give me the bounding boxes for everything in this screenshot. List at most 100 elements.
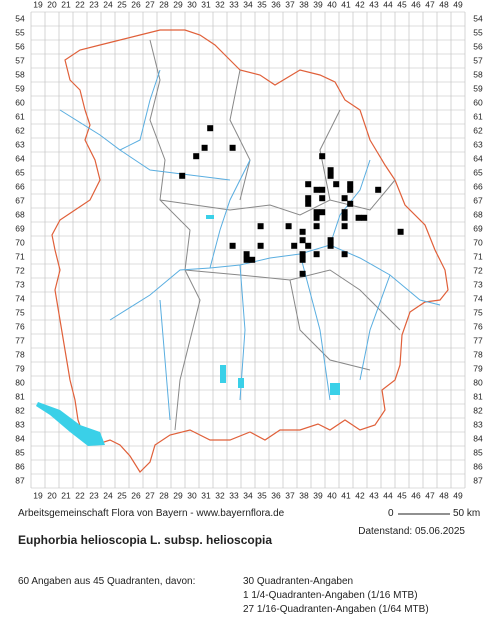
- scale-start: 0: [388, 508, 394, 519]
- x-label: 41: [341, 490, 351, 500]
- occurrence: [299, 228, 306, 235]
- x-label: 38: [299, 0, 309, 9]
- occurrence: [375, 186, 382, 193]
- y-label: 57: [15, 55, 25, 65]
- districts: [149, 39, 401, 431]
- occurrence: [327, 172, 334, 179]
- y-label: 82: [15, 405, 25, 415]
- x-label: 31: [201, 490, 211, 500]
- y-label: 65: [473, 167, 483, 177]
- y-label: 69: [473, 223, 483, 233]
- occurrence: [291, 242, 298, 249]
- x-label: 32: [215, 0, 225, 9]
- y-label: 73: [473, 279, 483, 289]
- x-label: 39: [313, 490, 323, 500]
- occurrence: [243, 251, 250, 258]
- occurrence: [249, 256, 256, 263]
- x-label: 48: [439, 490, 449, 500]
- y-label: 80: [473, 377, 483, 387]
- y-label: 63: [473, 139, 483, 149]
- x-label: 45: [397, 490, 407, 500]
- occurrence: [257, 242, 264, 249]
- y-label: 69: [15, 223, 25, 233]
- y-label: 59: [15, 83, 25, 93]
- y-label: 78: [15, 349, 25, 359]
- occurrence: [299, 237, 306, 244]
- y-label: 71: [473, 251, 483, 261]
- x-label: 34: [243, 490, 253, 500]
- grid: 19 19 20 20 21 21 22 22 23 23 24 24 25 25 26 26 27 27 28 28…: [15, 0, 483, 500]
- x-label: 29: [173, 490, 183, 500]
- occurrence: [257, 223, 264, 230]
- occurrence: [179, 172, 186, 179]
- occurrence: [243, 256, 250, 263]
- x-label: 30: [187, 0, 197, 9]
- y-label: 72: [15, 265, 25, 275]
- occurrence: [201, 144, 208, 151]
- occurrence: [341, 214, 348, 221]
- x-label: 47: [425, 490, 435, 500]
- y-label: 79: [473, 363, 483, 373]
- x-label: 43: [369, 490, 379, 500]
- y-label: 60: [473, 97, 483, 107]
- x-label: 46: [411, 0, 421, 9]
- y-label: 85: [15, 447, 25, 457]
- occurrence: [313, 251, 320, 258]
- occurrence: [313, 186, 320, 193]
- x-label: 39: [313, 0, 323, 9]
- y-label: 70: [473, 237, 483, 247]
- occurrence: [341, 223, 348, 230]
- x-label: 40: [327, 490, 337, 500]
- x-label: 35: [257, 0, 267, 9]
- y-label: 66: [15, 181, 25, 191]
- occurrence: [285, 223, 292, 230]
- x-label: 26: [131, 0, 141, 9]
- x-label: 44: [383, 490, 393, 500]
- x-label: 23: [89, 490, 99, 500]
- y-label: 70: [15, 237, 25, 247]
- date: Datenstand: 05.06.2025: [358, 526, 465, 537]
- occurrence: [313, 223, 320, 230]
- occurrence: [319, 153, 326, 160]
- x-label: 36: [271, 490, 281, 500]
- x-label: 21: [61, 0, 71, 9]
- x-label: 49: [453, 0, 463, 9]
- y-label: 56: [15, 41, 25, 51]
- occurrence: [327, 167, 334, 174]
- x-label: 33: [229, 490, 239, 500]
- credit: Arbeitsgemeinschaft Flora von Bayern - w…: [18, 508, 285, 519]
- x-label: 42: [355, 490, 365, 500]
- stats-line: 27 1/16-Quadranten-Angaben (1/64 MTB): [243, 604, 429, 615]
- x-label: 38: [299, 490, 309, 500]
- y-label: 64: [473, 153, 483, 163]
- occurrence: [397, 228, 404, 235]
- y-label: 62: [473, 125, 483, 135]
- occurrence: [299, 270, 306, 277]
- y-label: 81: [473, 391, 483, 401]
- y-label: 55: [15, 27, 25, 37]
- y-label: 83: [15, 419, 25, 429]
- y-label: 71: [15, 251, 25, 261]
- occurrence: [327, 237, 334, 244]
- occurrence: [341, 209, 348, 216]
- occurrence: [305, 242, 312, 249]
- y-label: 80: [15, 377, 25, 387]
- y-label: 84: [15, 433, 25, 443]
- lakes: [36, 215, 340, 446]
- occurrence: [319, 209, 326, 216]
- y-label: 77: [473, 335, 483, 345]
- x-label: 25: [117, 0, 127, 9]
- y-label: 74: [15, 293, 25, 303]
- y-label: 54: [15, 13, 25, 23]
- x-label: 31: [201, 0, 211, 9]
- x-label: 28: [159, 490, 169, 500]
- y-label: 75: [15, 307, 25, 317]
- occurrence: [305, 200, 312, 207]
- x-label: 46: [411, 490, 421, 500]
- y-label: 66: [473, 181, 483, 191]
- occurrence: [313, 209, 320, 216]
- occurrence: [305, 181, 312, 188]
- y-label: 64: [15, 153, 25, 163]
- x-label: 43: [369, 0, 379, 9]
